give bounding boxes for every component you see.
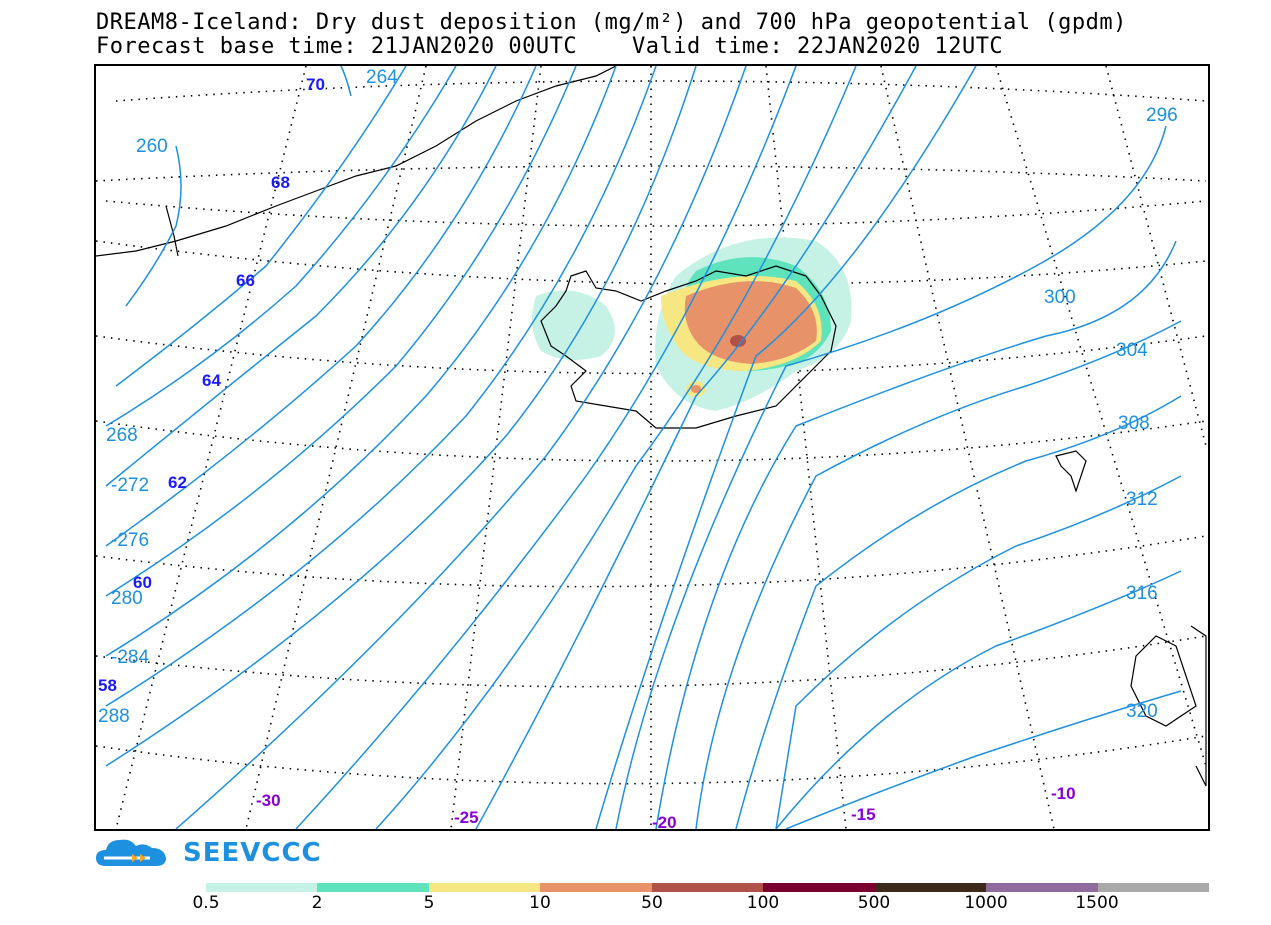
longitude-label: -15 <box>851 805 876 824</box>
legend-colorbar <box>206 883 1209 892</box>
legend-label: 1500 <box>1075 893 1119 913</box>
contour-label: 320 <box>1126 701 1158 722</box>
longitude-label: -20 <box>652 813 677 829</box>
legend-label: 2 <box>311 893 323 913</box>
latitude-gridlines <box>96 80 1207 785</box>
map-panel: 264 260 268 -272 -276 280 -284 288 296 3… <box>94 64 1210 831</box>
contour-label: -276 <box>111 530 149 551</box>
legend-swatch <box>651 883 764 892</box>
longitude-label: -10 <box>1051 784 1076 803</box>
legend-swatch <box>1097 883 1209 892</box>
coastlines <box>96 66 1207 787</box>
legend-swatch <box>763 883 875 892</box>
legend-label: 0.5 <box>192 893 220 913</box>
legend-label: 500 <box>857 893 891 913</box>
legend-swatch <box>206 883 318 892</box>
legend-swatch <box>428 883 541 892</box>
latitude-label: 62 <box>168 473 187 492</box>
legend-label: 5 <box>423 893 435 913</box>
contour-label: 316 <box>1126 583 1158 604</box>
contour-label: -284 <box>111 647 149 668</box>
longitude-label: -30 <box>256 791 281 810</box>
latitude-label: 64 <box>202 371 221 390</box>
contour-label: 264 <box>366 67 398 88</box>
contour-label: 296 <box>1146 105 1178 126</box>
contour-label: 312 <box>1126 489 1158 510</box>
latitude-label: 66 <box>236 271 255 290</box>
map-canvas: 264 260 268 -272 -276 280 -284 288 296 3… <box>96 66 1207 829</box>
legend-label: 1000 <box>964 893 1008 913</box>
legend-swatch <box>540 883 652 892</box>
legend-label: 100 <box>746 893 780 913</box>
geopotential-contours <box>105 66 1182 829</box>
latitude-label: 60 <box>133 573 152 592</box>
longitude-label: -25 <box>454 808 479 827</box>
legend-label: 50 <box>641 893 663 913</box>
contour-label: 268 <box>106 425 138 446</box>
contour-label: 308 <box>1118 413 1150 434</box>
legend-swatch <box>317 883 429 892</box>
logo-text: SEEVCCC <box>183 838 322 868</box>
map-subtitle: Forecast base time: 21JAN2020 00UTC Vali… <box>96 34 1004 59</box>
contour-label: -272 <box>111 475 149 496</box>
latitude-label: 70 <box>306 75 325 94</box>
cloud-logo-icon <box>96 839 166 866</box>
contour-label: 260 <box>136 136 168 157</box>
legend-swatch <box>874 883 987 892</box>
contour-label: 280 <box>111 588 143 609</box>
contour-label: 300 <box>1044 287 1076 308</box>
contour-label: 304 <box>1116 340 1148 361</box>
latitude-label: 58 <box>98 676 117 695</box>
latitude-label: 68 <box>271 173 290 192</box>
contour-label: 288 <box>98 706 130 727</box>
longitude-gridlines <box>115 66 1207 829</box>
map-title: DREAM8-Iceland: Dry dust deposition (mg/… <box>96 10 1127 35</box>
legend-swatch <box>986 883 1098 892</box>
legend-label: 10 <box>529 893 551 913</box>
